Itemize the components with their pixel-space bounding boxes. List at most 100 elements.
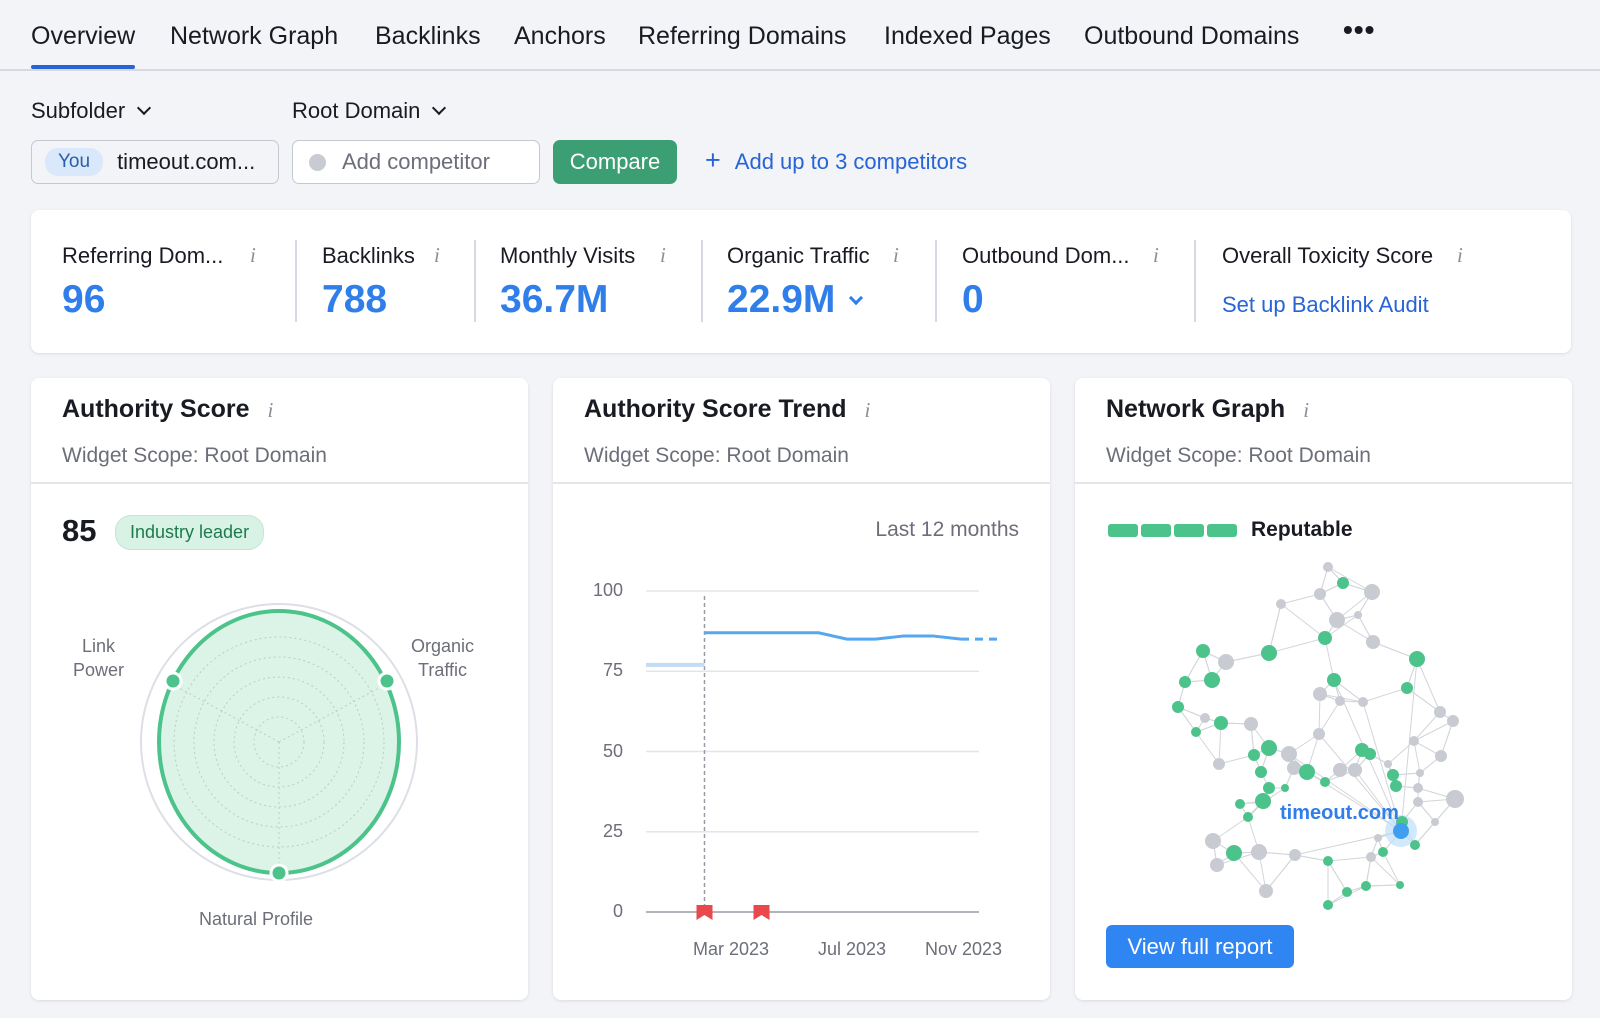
setup-backlink-audit-link[interactable]: Set up Backlink Audit: [1222, 292, 1429, 317]
root-domain-dropdown[interactable]: Root Domain: [292, 98, 447, 124]
info-icon[interactable]: i: [250, 243, 256, 267]
subfolder-dropdown[interactable]: Subfolder: [31, 98, 152, 124]
y-tick-label: 100: [592, 580, 623, 600]
metric-value[interactable]: 788: [322, 278, 388, 321]
metric-value: 22.9M: [727, 278, 836, 321]
metric-label: Monthly Visits: [500, 243, 636, 268]
divider: [295, 240, 297, 322]
graph-edge: [1406, 687, 1441, 713]
metric-value[interactable]: 36.7M: [500, 278, 609, 321]
graph-node: [1390, 780, 1402, 792]
graph-edge: [1413, 720, 1454, 742]
link-power-label: Link Power: [73, 636, 125, 680]
graph-node: [1384, 760, 1392, 768]
graph-node: [1218, 654, 1234, 670]
network-graph[interactable]: [1075, 378, 1572, 1000]
metric-label: Organic Traffic: [727, 243, 870, 268]
graph-node: [1205, 833, 1221, 849]
graph-node: [1409, 736, 1419, 746]
graph-edge: [1327, 566, 1373, 593]
x-tick-label: Jul 2023: [818, 939, 887, 959]
reputation-segment: [1141, 524, 1171, 537]
graph-edge: [1268, 603, 1282, 654]
graph-node: [1226, 845, 1242, 861]
graph-node: [1431, 818, 1439, 826]
graph-node: [1335, 696, 1345, 706]
tab-outbound-domains[interactable]: Outbound Domains: [1084, 22, 1300, 50]
organic-traffic-label: Organic Traffic: [411, 636, 475, 680]
graph-node: [1261, 740, 1277, 756]
graph-node: [1378, 847, 1388, 857]
graph-edge: [1318, 700, 1341, 735]
graph-node: [1413, 797, 1423, 807]
graph-node: [1396, 881, 1404, 889]
view-full-report-button[interactable]: View full report: [1106, 925, 1294, 968]
tab-anchors[interactable]: Anchors: [514, 22, 606, 50]
graph-node: [1289, 849, 1301, 861]
event-flag: [696, 905, 713, 920]
graph-node: [1243, 812, 1253, 822]
info-icon[interactable]: i: [864, 398, 871, 422]
graph-edge: [1280, 603, 1326, 639]
graph-node: [1354, 611, 1362, 619]
chevron-down-icon[interactable]: [849, 290, 864, 306]
metric-label: Backlinks: [322, 243, 415, 268]
metric-value-wrapper[interactable]: 22.9M: [727, 278, 864, 322]
graph-node: [1299, 764, 1315, 780]
graph-node: [1261, 645, 1277, 661]
graph-edge: [1362, 701, 1402, 832]
info-icon[interactable]: i: [1457, 243, 1463, 267]
graph-node: [1447, 715, 1459, 727]
authority-score-title: Authority Score: [62, 395, 250, 423]
tab-backlinks[interactable]: Backlinks: [375, 22, 481, 50]
graph-edge: [1387, 740, 1415, 765]
graph-node: [1435, 750, 1447, 762]
authority-trend-title: Authority Score Trend: [584, 395, 847, 423]
tab-indexed-pages[interactable]: Indexed Pages: [884, 22, 1051, 50]
graph-node: [1200, 713, 1210, 723]
metric-value[interactable]: 96: [62, 278, 106, 321]
chevron-down-icon: [432, 100, 447, 116]
info-icon[interactable]: i: [1303, 398, 1310, 422]
graph-node: [1210, 858, 1224, 872]
graph-edge: [1362, 687, 1408, 703]
tab-referring-domains[interactable]: Referring Domains: [638, 22, 847, 50]
info-icon[interactable]: i: [267, 398, 274, 422]
add-competitors-link[interactable]: + Add up to 3 competitors: [705, 145, 968, 176]
info-icon[interactable]: i: [660, 243, 666, 267]
metric-label: Overall Toxicity Score: [1222, 243, 1434, 268]
graph-edge: [1327, 860, 1348, 893]
info-icon[interactable]: i: [434, 243, 440, 267]
graph-edge: [1218, 754, 1255, 765]
graph-node: [1313, 687, 1327, 701]
tab-network-graph[interactable]: Network Graph: [170, 22, 339, 50]
divider: [553, 482, 1050, 484]
authority-trend-chart: [646, 590, 1000, 920]
tab-overview[interactable]: Overview: [31, 22, 136, 69]
divider: [31, 482, 528, 484]
authority-trend-card: Authority Score Trend i Widget Scope: Roo…: [553, 378, 1050, 1000]
graph-node: [1281, 746, 1297, 762]
add-competitors-label: Add up to 3 competitors: [734, 149, 968, 174]
graph-node: [1333, 763, 1347, 777]
widget-scope: Widget Scope: Root Domain: [62, 444, 327, 467]
competitor-input[interactable]: Add competitor: [292, 140, 540, 184]
info-icon[interactable]: i: [1153, 243, 1159, 267]
more-tabs-icon[interactable]: •••: [1343, 14, 1376, 45]
graph-node: [1323, 900, 1333, 910]
period-selector[interactable]: Last 12 months: [875, 518, 1019, 541]
compare-button[interactable]: Compare: [553, 140, 677, 184]
authority-score-card: Authority Score i Widget Scope: Root Doma…: [31, 378, 528, 1000]
y-tick-label: 50: [602, 740, 623, 761]
graph-node: [1409, 651, 1425, 667]
root-domain-dropdown-label: Root Domain: [292, 98, 421, 123]
metric-value[interactable]: 0: [962, 278, 984, 321]
radar-grid-ring: [173, 636, 385, 848]
info-icon[interactable]: i: [893, 243, 899, 267]
divider: [935, 240, 937, 322]
graph-node: [1342, 887, 1352, 897]
graph-node: [1287, 761, 1301, 775]
chevron-down-icon: [137, 100, 152, 116]
graph-node: [1337, 577, 1349, 589]
your-domain-field[interactable]: You timeout.com...: [31, 140, 279, 184]
